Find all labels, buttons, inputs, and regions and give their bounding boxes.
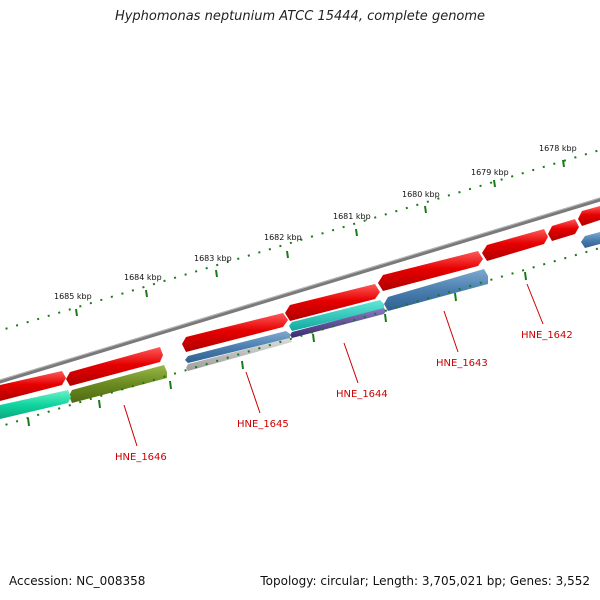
- kbp-tick-1681: [355, 228, 358, 237]
- reverse-gene-arrow[interactable]: [0, 390, 71, 419]
- reverse-gene-arrow[interactable]: [581, 232, 600, 248]
- reverse-gene-arrow[interactable]: [185, 331, 290, 363]
- kbp-label: 1683 kbp: [194, 254, 232, 263]
- forward-gene-arrow[interactable]: [548, 219, 579, 241]
- kbp-tick-1685: [75, 308, 78, 317]
- forward-gene-arrow[interactable]: [0, 371, 66, 401]
- kbp-label: 1680 kbp: [402, 190, 440, 199]
- gene-label-hne-1645[interactable]: HNE_1645: [237, 419, 289, 430]
- kbp-tick-1683: [215, 269, 218, 278]
- kbp-label: 1682 kbp: [264, 233, 302, 242]
- kbp-tick-1680: [424, 205, 427, 214]
- accession-text: Accession: NC_008358: [9, 574, 146, 588]
- kbp-tick-1682: [286, 250, 289, 259]
- gene-label-hne-1646[interactable]: HNE_1646: [115, 452, 167, 463]
- reverse-gene-arrow[interactable]: [290, 308, 386, 338]
- kbp-label: 1684 kbp: [124, 273, 162, 282]
- reverse-strand-track: [0, 232, 600, 419]
- kbp-label: 1679 kbp: [471, 168, 509, 177]
- forward-gene-arrow[interactable]: [578, 206, 600, 226]
- reverse-gene-arrow[interactable]: [384, 269, 488, 311]
- forward-gene-arrow[interactable]: [66, 347, 163, 386]
- forward-strand-track: [0, 206, 600, 401]
- outer-scale-ring: 1678 kbp 1679 kbp 1680 kbp 1681 kbp 1682…: [0, 144, 600, 332]
- forward-gene-arrow[interactable]: [482, 229, 548, 261]
- forward-gene-arrow[interactable]: [285, 284, 380, 321]
- kbp-tick-1684: [145, 289, 148, 298]
- gene-label-leaders: [123, 283, 544, 447]
- forward-gene-arrow[interactable]: [182, 313, 288, 352]
- gene-label-hne-1642[interactable]: HNE_1642: [521, 330, 573, 341]
- reverse-gene-arrow[interactable]: [69, 365, 167, 403]
- kbp-label: 1678 kbp: [539, 144, 577, 153]
- reverse-gene-arrow[interactable]: [289, 300, 384, 331]
- gene-label-hne-1643[interactable]: HNE_1643: [436, 358, 488, 369]
- genome-stats-text: Topology: circular; Length: 3,705,021 bp…: [260, 574, 590, 588]
- kbp-label: 1685 kbp: [54, 292, 92, 301]
- map-title: Hyphomonas neptunium ATCC 15444, complet…: [114, 9, 486, 24]
- gene-label-hne-1644[interactable]: HNE_1644: [336, 389, 388, 400]
- forward-gene-arrow[interactable]: [378, 251, 483, 291]
- kbp-tick-1678: [562, 159, 565, 168]
- kbp-label: 1681 kbp: [333, 212, 371, 221]
- kbp-tick-1679: [493, 179, 496, 188]
- inner-scale-ring: [0, 247, 600, 428]
- genome-backbone: [0, 197, 600, 384]
